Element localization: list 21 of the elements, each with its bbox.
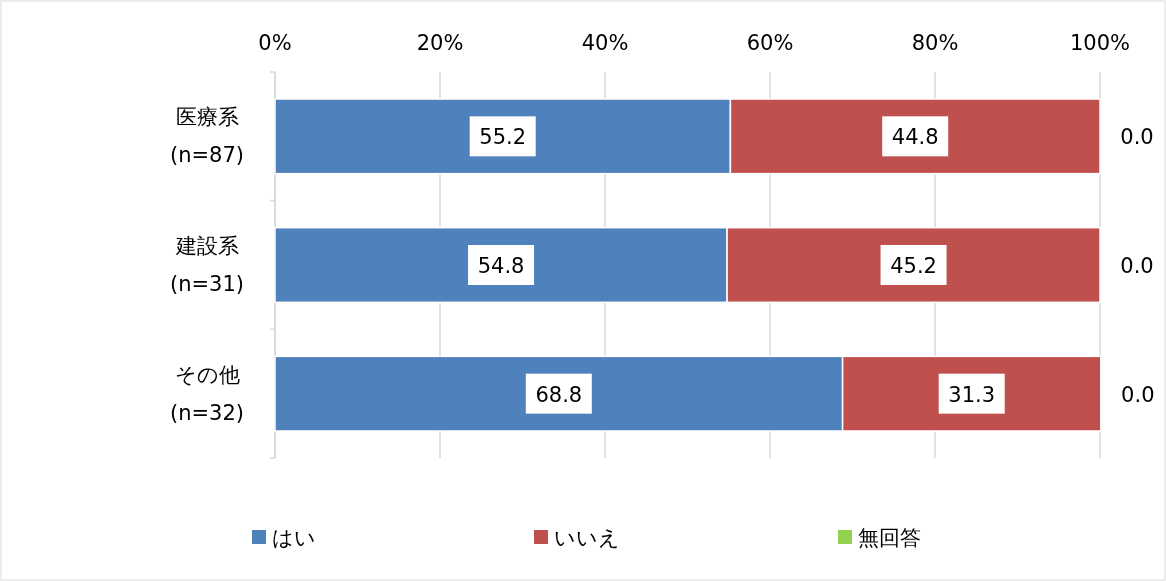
x-tick-label: 60%	[746, 31, 794, 55]
data-label: 45.2	[890, 254, 937, 278]
data-label: 68.8	[535, 382, 583, 407]
data-label: 0.0	[1120, 125, 1154, 150]
data-label: 0.0	[1121, 382, 1155, 407]
data-label: 0.0	[1120, 254, 1154, 278]
data-label: 55.2	[479, 125, 527, 150]
x-tick-label: 20%	[416, 31, 464, 55]
legend-label: はい	[272, 526, 316, 550]
x-tick-label: 0%	[258, 31, 292, 55]
x-tick-label: 100%	[1069, 31, 1131, 55]
y-tick-label: 建設系 (n=31)	[169, 234, 245, 296]
data-label: 31.3	[948, 382, 996, 407]
data-label: 54.8	[477, 254, 525, 278]
x-tick-label: 40%	[581, 31, 629, 55]
y-tick-label: その他 (n=32)	[169, 362, 245, 425]
x-tick-label: 80%	[911, 31, 959, 55]
y-tick-label: 医療系 (n=87)	[169, 105, 245, 168]
legend-label: 無回答	[858, 526, 921, 550]
data-label: 44.8	[891, 125, 939, 150]
legend-label: いいえ	[554, 526, 620, 550]
